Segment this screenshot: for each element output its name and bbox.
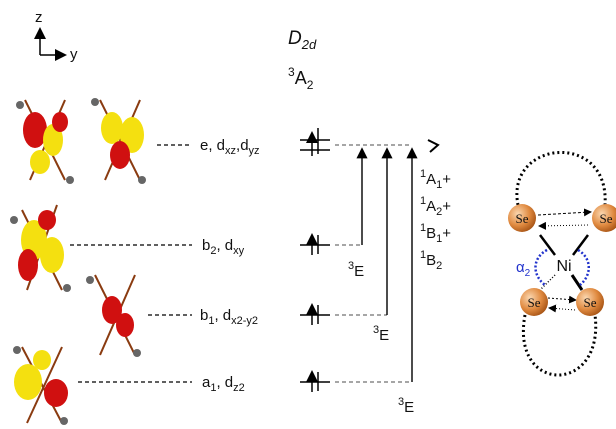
- transition-label: 3E: [398, 396, 414, 416]
- label-main: b: [200, 307, 208, 324]
- page: {"axes": {"z": "z", "y": "y"}, "symmetry…: [0, 0, 616, 429]
- excited-state: 1A2+: [420, 195, 451, 218]
- atom-se: Se: [584, 295, 597, 310]
- label-sub: x2-y2: [231, 315, 258, 327]
- main: A: [426, 171, 436, 188]
- excited-state: 1B2: [420, 249, 442, 272]
- tail: +: [442, 171, 451, 188]
- group-main: D: [288, 28, 302, 49]
- main: B: [426, 252, 436, 269]
- transition-label: 3E: [348, 260, 364, 280]
- atom-ni: Ni: [556, 258, 571, 275]
- label-main: , d: [216, 374, 233, 391]
- angle-main: α: [516, 259, 525, 276]
- label-sub: xy: [233, 245, 245, 257]
- orbital-label: b2, dxy: [202, 237, 245, 257]
- atom-se: Se: [528, 295, 541, 310]
- label-sub: z2: [233, 382, 245, 394]
- axis-y: y: [70, 46, 78, 63]
- orbital-label: a1, dz2: [202, 374, 245, 394]
- atom-se: Se: [600, 211, 613, 226]
- label-main: , d: [214, 307, 231, 324]
- orbital-label: e, dxz,dyz: [200, 137, 260, 157]
- ground-state: 3A2: [288, 65, 314, 92]
- axes-icon: z y: [35, 9, 78, 63]
- sub: 2: [436, 260, 442, 272]
- label-main: ,d: [236, 137, 249, 154]
- gs-main: A: [295, 68, 307, 88]
- point-group: D2d: [288, 28, 317, 52]
- main: E: [354, 263, 364, 280]
- transition-label: 3E: [373, 324, 389, 344]
- axis-z: z: [35, 9, 43, 26]
- main: A: [426, 198, 436, 215]
- angle-sub: 2: [525, 268, 531, 279]
- main: B: [426, 225, 436, 242]
- group-sub: 2d: [301, 37, 317, 52]
- label-main: , d: [216, 237, 233, 254]
- energy-levels: [300, 128, 330, 392]
- orbital-pictures: [10, 98, 146, 425]
- tail: +: [442, 225, 451, 242]
- main: E: [404, 399, 414, 416]
- tail: +: [442, 198, 451, 215]
- label-main: b: [202, 237, 210, 254]
- diagram: z y D2d 3A2: [0, 0, 616, 429]
- excited-state: 1B1+: [420, 222, 451, 245]
- main: E: [379, 327, 389, 344]
- orbital-label: b1, dx2-y2: [200, 307, 258, 327]
- gs-sub: 2: [307, 78, 314, 92]
- label-sub: yz: [249, 145, 260, 157]
- excited-state: 1A1+: [420, 168, 451, 191]
- label-main: e, d: [200, 137, 225, 154]
- label-sub: xz: [225, 145, 236, 157]
- angle-label: α2: [516, 259, 531, 279]
- atom-se: Se: [516, 211, 529, 226]
- structure: Se Se Se Se Ni α2: [508, 152, 616, 375]
